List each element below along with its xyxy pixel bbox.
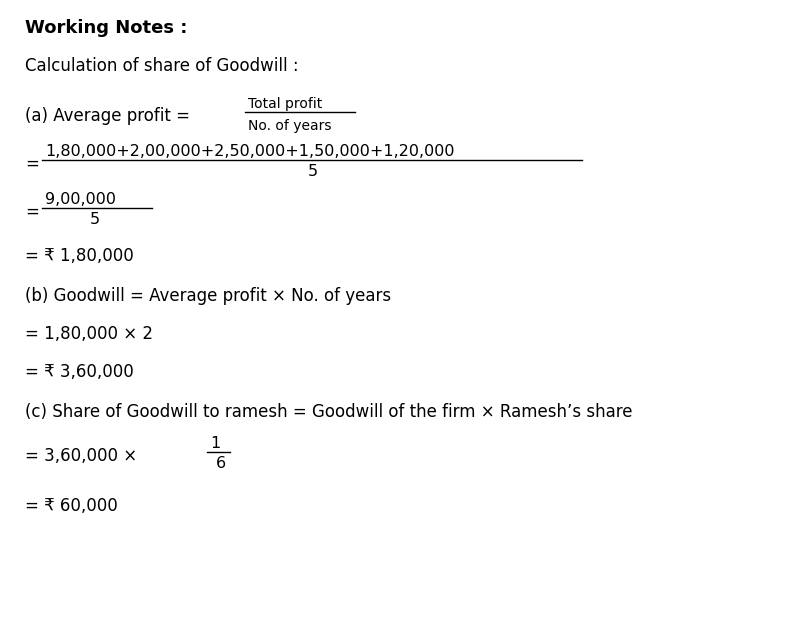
Text: = ₹ 1,80,000: = ₹ 1,80,000 (25, 247, 134, 265)
Text: = ₹ 60,000: = ₹ 60,000 (25, 497, 118, 515)
Text: (c) Share of Goodwill to ramesh = Goodwill of the firm × Ramesh’s share: (c) Share of Goodwill to ramesh = Goodwi… (25, 403, 633, 421)
Text: = 1,80,000 × 2: = 1,80,000 × 2 (25, 325, 153, 343)
Text: Calculation of share of Goodwill :: Calculation of share of Goodwill : (25, 57, 298, 75)
Text: Total profit: Total profit (248, 97, 322, 111)
Text: 1,80,000+2,00,000+2,50,000+1,50,000+1,20,000: 1,80,000+2,00,000+2,50,000+1,50,000+1,20… (45, 145, 454, 160)
Text: =: = (25, 203, 39, 221)
Text: 5: 5 (90, 212, 100, 227)
Text: = ₹ 3,60,000: = ₹ 3,60,000 (25, 363, 134, 381)
Text: (b) Goodwill = Average profit × No. of years: (b) Goodwill = Average profit × No. of y… (25, 287, 391, 305)
Text: 1: 1 (210, 436, 220, 451)
Text: Working Notes :: Working Notes : (25, 19, 187, 37)
Text: =: = (25, 155, 39, 173)
Text: 9,00,000: 9,00,000 (45, 193, 116, 207)
Text: 5: 5 (308, 165, 318, 180)
Text: 6: 6 (216, 456, 226, 471)
Text: (a) Average profit =: (a) Average profit = (25, 107, 190, 125)
Text: = 3,60,000 ×: = 3,60,000 × (25, 447, 137, 465)
Text: No. of years: No. of years (248, 119, 331, 133)
